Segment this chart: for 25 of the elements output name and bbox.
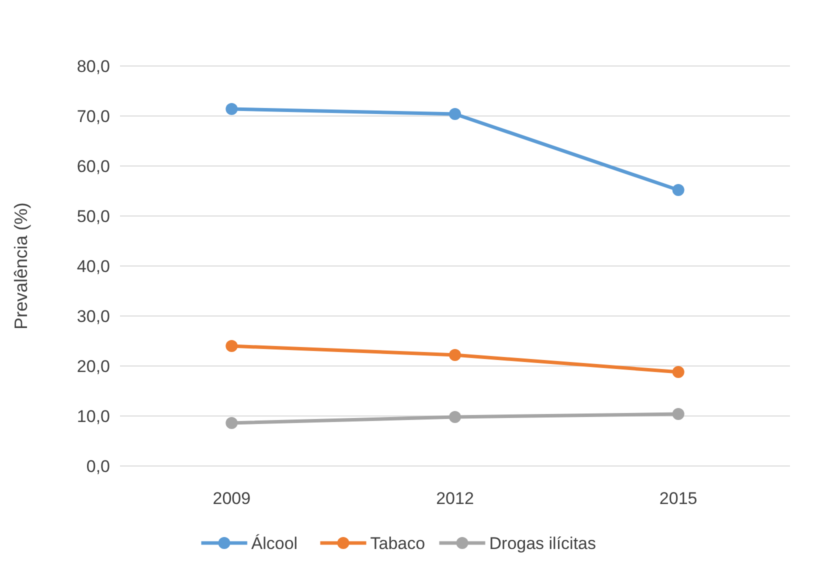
point — [449, 411, 461, 423]
point — [226, 417, 238, 429]
point — [226, 103, 238, 115]
x-tick-label: 2015 — [659, 489, 698, 508]
y-tick-label: 70,0 — [76, 106, 110, 126]
legend-label: Álcool — [251, 534, 298, 553]
y-tick-label: 40,0 — [76, 256, 110, 276]
legend-label: Drogas ilícitas — [489, 534, 596, 553]
point — [449, 108, 461, 120]
y-tick-label: 10,0 — [76, 406, 110, 426]
y-tick-label: 80,0 — [76, 56, 110, 76]
x-tick-label: 2012 — [436, 489, 474, 508]
y-tick-label: 20,0 — [76, 356, 110, 376]
y-tick-label: 50,0 — [76, 206, 110, 226]
y-tick-label: 60,0 — [76, 156, 110, 176]
y-tick-label: 0,0 — [86, 456, 110, 476]
y-axis-title: Prevalência (%) — [11, 202, 31, 330]
point — [449, 349, 461, 361]
point — [672, 408, 684, 420]
y-tick-label: 30,0 — [76, 306, 110, 326]
point — [672, 184, 684, 196]
point — [226, 340, 238, 352]
point — [672, 366, 684, 378]
legend-label: Tabaco — [370, 534, 426, 553]
x-tick-label: 2009 — [212, 489, 251, 508]
